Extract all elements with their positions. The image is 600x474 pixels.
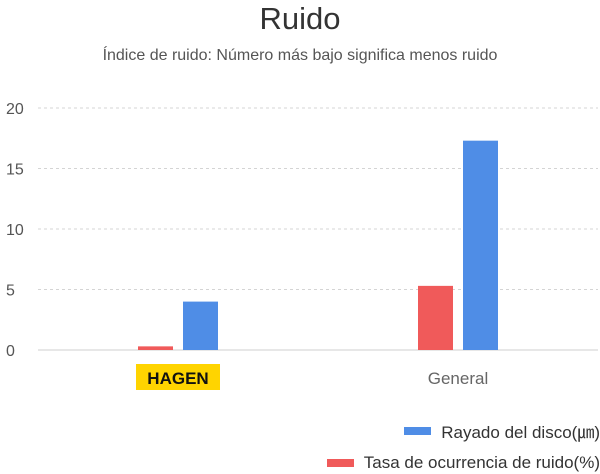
y-tick-label: 15 [6, 162, 24, 179]
legend-swatch-rayado [404, 426, 432, 435]
chart-title: Ruido [259, 1, 341, 36]
brand-label-background [136, 364, 220, 390]
legend-swatch-tasa [326, 459, 354, 467]
bar-rayado [463, 140, 498, 350]
bar-tasa [418, 285, 453, 350]
chart-subtitle: Índice de ruido: Número más bajo signifi… [102, 47, 498, 64]
y-tick-label: 0 [6, 343, 15, 360]
x-tick-label: General [428, 369, 488, 388]
legend-item-rayado: Rayado del disco(㎛) [404, 418, 600, 443]
legend-item-tasa: Tasa de ocurrencia de ruido(%) [326, 453, 600, 473]
y-tick-label: 5 [6, 283, 15, 300]
bar-tasa [138, 346, 173, 350]
bar-rayado [183, 301, 218, 350]
x-tick-label: HAGEN [147, 369, 208, 388]
legend-label-rayado: Rayado del disco(㎛) [441, 423, 600, 442]
y-tick-label: 10 [6, 222, 24, 239]
y-tick-label: 20 [6, 101, 24, 118]
legend-label-tasa: Tasa de ocurrencia de ruido(%) [363, 453, 600, 472]
